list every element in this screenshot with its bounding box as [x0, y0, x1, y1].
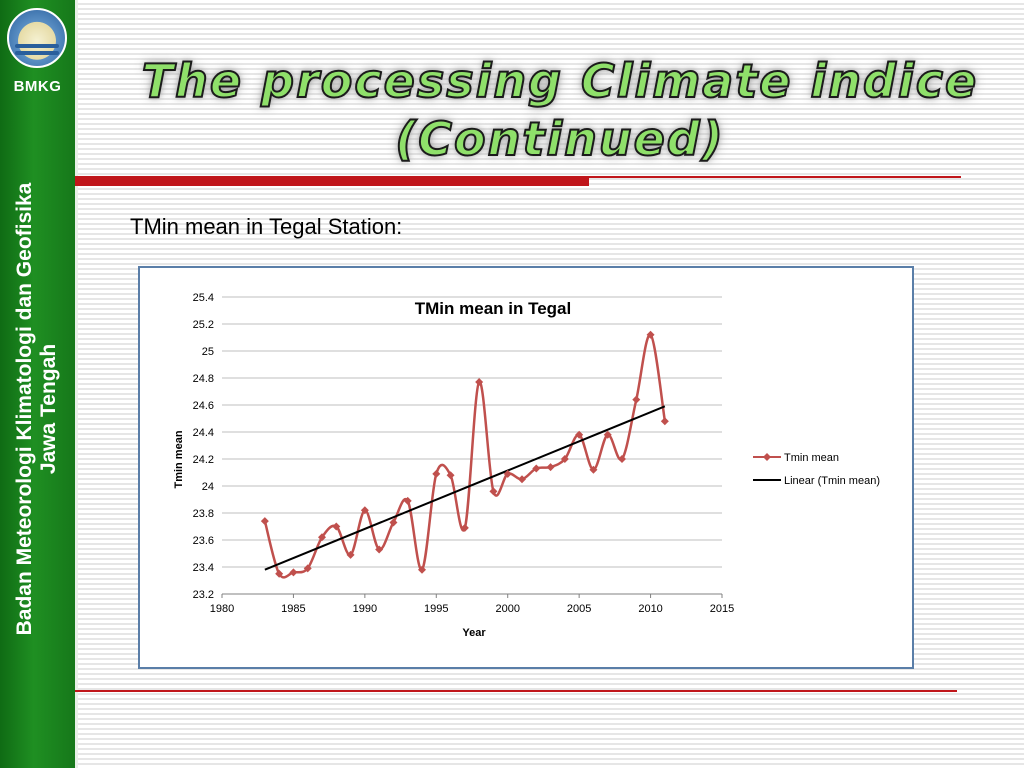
data-point-marker — [560, 455, 569, 463]
sidebar-divider — [75, 0, 78, 768]
x-axis-label: Year — [462, 627, 486, 639]
bmkg-logo — [7, 8, 67, 68]
x-tick-label: 2000 — [495, 603, 519, 615]
organization-name-line1: Badan Meteorologi Klimatologi dan Geofis… — [13, 182, 36, 636]
x-tick-label: 1995 — [424, 603, 448, 615]
organization-name-line2: Jawa Tengah — [37, 343, 60, 475]
y-tick-label: 25.4 — [193, 292, 214, 304]
data-point-marker — [432, 469, 441, 478]
y-tick-label: 24.6 — [193, 400, 214, 412]
x-tick-label: 1980 — [210, 603, 234, 615]
logo-wave-icon — [15, 51, 59, 55]
data-point-marker — [403, 496, 412, 505]
legend-label-linear: Linear (Tmin mean) — [784, 475, 880, 487]
data-point-marker — [389, 518, 398, 527]
data-point-marker — [360, 506, 369, 515]
chart-frame: 23.2 23.4 23.6 23.8 24 24.2 24.4 24.6 24.8 25 25.2… — [138, 266, 914, 669]
x-tick-label: 2015 — [710, 603, 734, 615]
y-tick-label: 23.6 — [193, 535, 214, 547]
data-point-marker — [275, 569, 284, 578]
title-divider-thin — [589, 176, 961, 178]
slide-title: The processing Climate indice (Continued… — [110, 52, 1010, 168]
data-point-marker — [546, 463, 555, 472]
data-point-marker — [589, 465, 598, 474]
data-point-marker — [603, 430, 612, 439]
data-point-marker — [289, 568, 298, 577]
title-divider-thick — [75, 176, 589, 186]
slide-title-line1: The processing Climate indice — [141, 53, 979, 109]
y-tick-label: 23.4 — [193, 562, 214, 574]
data-point-marker — [460, 523, 469, 532]
data-point-marker — [632, 395, 641, 404]
legend-marker-tmin-mean — [763, 453, 771, 461]
footer-divider — [75, 690, 957, 692]
y-tick-label: 25.2 — [193, 319, 214, 331]
logo-wave-icon — [15, 44, 59, 48]
x-tick-label: 2010 — [638, 603, 662, 615]
data-point-marker — [618, 455, 626, 463]
data-point-marker — [318, 533, 326, 542]
x-tick-label: 2005 — [567, 603, 591, 615]
x-tick-label: 1985 — [281, 603, 305, 615]
x-tick-label: 1990 — [353, 603, 377, 615]
y-tick-label: 24 — [202, 481, 214, 493]
slide-subtitle: TMin mean in Tegal Station: — [130, 214, 403, 239]
chart-title: TMin mean in Tegal — [415, 299, 571, 318]
y-axis-label: Tmin mean — [173, 430, 185, 488]
data-point-marker — [503, 469, 512, 478]
data-point-marker — [346, 550, 355, 559]
data-point-marker — [375, 545, 384, 554]
data-point-marker — [303, 564, 312, 573]
data-point-marker — [660, 417, 669, 426]
data-point-marker — [260, 517, 269, 526]
sidebar: BMKG Badan Meteorologi Klimatologi dan G… — [0, 0, 75, 768]
y-tick-label: 23.8 — [193, 508, 214, 520]
y-tick-label: 23.2 — [193, 589, 214, 601]
tmin-line-chart: 23.2 23.4 23.6 23.8 24 24.2 24.4 24.6 24.8 25 25.2… — [173, 292, 880, 639]
data-point-marker — [475, 378, 484, 387]
legend-label-tmin-mean: Tmin mean — [784, 452, 839, 464]
y-tick-label: 24.8 — [193, 373, 214, 385]
y-tick-label: 24.2 — [193, 454, 214, 466]
y-tick-label: 25 — [202, 346, 214, 358]
data-point-marker — [518, 475, 526, 484]
series-line-tmin-mean — [263, 333, 667, 579]
data-point-marker — [418, 565, 426, 574]
data-point-marker — [646, 330, 655, 339]
data-point-marker — [532, 464, 541, 473]
data-point-marker — [575, 430, 584, 439]
organization-name: Badan Meteorologi Klimatologi dan Geofis… — [13, 129, 61, 689]
slide-title-line2: (Continued) — [394, 111, 725, 167]
y-tick-label: 24.4 — [193, 427, 214, 439]
data-point-marker — [489, 487, 498, 496]
brand-label: BMKG — [13, 78, 62, 95]
data-point-marker — [446, 471, 455, 480]
trendline-linear-tmin-mean — [264, 405, 666, 571]
data-point-marker — [332, 522, 341, 531]
